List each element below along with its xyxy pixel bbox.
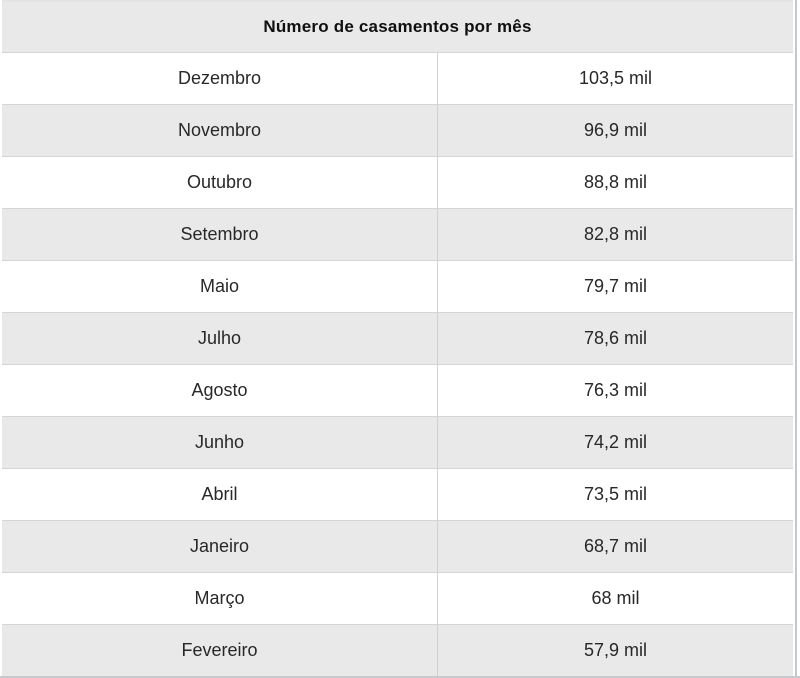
value-cell: 88,8 mil [583, 172, 648, 192]
month-cell: Maio [2, 261, 438, 312]
month-cell: Dezembro [2, 53, 438, 104]
month-cell: Julho [2, 313, 438, 364]
table-title: Número de casamentos por mês [263, 17, 532, 36]
value-cell: 76,3 mil [583, 380, 648, 400]
month-cell: Junho [2, 417, 438, 468]
month-cell: Janeiro [2, 521, 438, 572]
month-cell: Fevereiro [2, 625, 438, 676]
month-cell: Outubro [2, 157, 438, 208]
table-row: Novembro 96,9 mil [2, 104, 793, 156]
table-body: Dezembro 103,5 mil Novembro 96,9 mil Out… [2, 52, 793, 676]
table-row: Abril 73,5 mil [2, 468, 793, 520]
value-cell: 68,7 mil [583, 536, 648, 556]
table-row: Dezembro 103,5 mil [2, 52, 793, 104]
value-cell: 82,8 mil [583, 224, 648, 244]
month-cell: Novembro [2, 105, 438, 156]
right-edge-divider [795, 0, 797, 678]
table-row: Agosto 76,3 mil [2, 364, 793, 416]
table-row: Março 68 mil [2, 572, 793, 624]
month-cell: Março [2, 573, 438, 624]
table-row: Junho 74,2 mil [2, 416, 793, 468]
table-row: Outubro 88,8 mil [2, 156, 793, 208]
table-row: Fevereiro 57,9 mil [2, 624, 793, 676]
month-cell: Agosto [2, 365, 438, 416]
value-cell: 57,9 mil [583, 640, 648, 660]
value-cell: 103,5 mil [578, 68, 653, 88]
table-row: Maio 79,7 mil [2, 260, 793, 312]
month-cell: Abril [2, 469, 438, 520]
table-row: Janeiro 68,7 mil [2, 520, 793, 572]
value-cell: 96,9 mil [583, 120, 648, 140]
value-cell: 78,6 mil [583, 328, 648, 348]
table-header: Número de casamentos por mês [2, 2, 793, 52]
value-cell: 73,5 mil [583, 484, 648, 504]
value-cell: 68 mil [591, 588, 640, 608]
month-cell: Setembro [2, 209, 438, 260]
table-row: Julho 78,6 mil [2, 312, 793, 364]
bottom-edge-divider [0, 676, 800, 678]
table-row: Setembro 82,8 mil [2, 208, 793, 260]
value-cell: 74,2 mil [583, 432, 648, 452]
value-cell: 79,7 mil [583, 276, 648, 296]
